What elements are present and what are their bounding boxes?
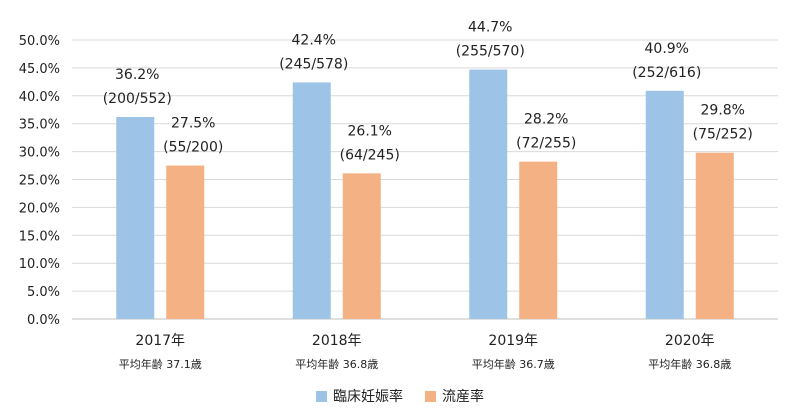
- bar-miscarriage: [695, 152, 734, 319]
- legend-item-clinical-pregnancy: 臨床妊娠率: [316, 386, 403, 406]
- data-label-clinical-pregnancy: 44.7%: [468, 20, 512, 36]
- data-label-clinical-pregnancy: 42.4%: [292, 32, 336, 48]
- y-tick-label: 30.0%: [19, 146, 60, 161]
- data-sublabel-clinical-pregnancy: (255/570): [456, 44, 525, 60]
- y-tick-label: 40.0%: [19, 90, 60, 105]
- bar-clinical-pregnancy: [292, 82, 331, 320]
- bar-miscarriage: [166, 165, 205, 319]
- data-labels: 36.2% (200/552) 27.5% (55/200) 42.4% (245/578…: [103, 20, 753, 164]
- x-sublabel-average-age: 平均年齢 36.7歳: [472, 357, 555, 371]
- bar-clinical-pregnancy: [116, 117, 155, 319]
- y-tick-label: 0.0%: [27, 313, 60, 328]
- data-label-clinical-pregnancy: 40.9%: [645, 41, 689, 57]
- data-label-miscarriage: 28.2%: [524, 112, 568, 128]
- data-sublabel-miscarriage: (64/245): [340, 147, 400, 163]
- data-sublabel-miscarriage: (55/200): [163, 140, 223, 156]
- y-tick-label: 15.0%: [19, 229, 60, 244]
- y-tick-label: 35.0%: [19, 118, 60, 133]
- data-label-miscarriage: 27.5%: [171, 116, 215, 132]
- data-sublabel-clinical-pregnancy: (200/552): [103, 91, 172, 107]
- data-label-miscarriage: 29.8%: [701, 103, 745, 119]
- x-tick-label: 2017年: [135, 333, 185, 349]
- y-tick-label: 20.0%: [19, 201, 60, 216]
- bar-chart: 0.0% 5.0% 10.0% 15.0% 20.0% 25.0% 30.0% 35.0% 40…: [19, 20, 778, 371]
- legend-label-clinical-pregnancy: 臨床妊娠率: [333, 389, 403, 405]
- x-sublabel-average-age: 平均年齢 37.1歳: [119, 357, 202, 371]
- y-tick-label: 45.0%: [19, 62, 60, 77]
- bar-clinical-pregnancy: [645, 90, 684, 319]
- y-tick-label: 10.0%: [19, 257, 60, 272]
- data-sublabel-miscarriage: (75/252): [693, 127, 753, 143]
- bar-clinical-pregnancy: [469, 69, 508, 319]
- data-sublabel-clinical-pregnancy: (252/616): [632, 65, 701, 81]
- y-tick-label: 50.0%: [19, 34, 60, 49]
- x-sublabel-average-age: 平均年齢 36.8歳: [295, 357, 378, 371]
- x-tick-label: 2019年: [488, 333, 538, 349]
- bars: [116, 69, 734, 320]
- legend-label-miscarriage: 流産率: [442, 389, 484, 405]
- legend-item-miscarriage: 流産率: [425, 386, 484, 406]
- data-sublabel-miscarriage: (72/255): [516, 136, 576, 152]
- legend-swatch-clinical-pregnancy: [316, 390, 327, 402]
- y-tick-label: 25.0%: [19, 174, 60, 189]
- x-tick-label: 2018年: [312, 333, 362, 349]
- bar-miscarriage: [342, 173, 381, 319]
- data-sublabel-clinical-pregnancy: (245/578): [279, 56, 348, 72]
- x-tick-label: 2020年: [665, 333, 715, 349]
- data-label-miscarriage: 26.1%: [348, 123, 392, 139]
- x-sublabel-average-age: 平均年齢 36.8歳: [648, 357, 731, 371]
- data-label-clinical-pregnancy: 36.2%: [115, 67, 159, 83]
- y-tick-label: 5.0%: [27, 285, 60, 300]
- y-axis: 0.0% 5.0% 10.0% 15.0% 20.0% 25.0% 30.0% 35.0% 40…: [19, 34, 60, 328]
- bar-miscarriage: [519, 161, 558, 319]
- legend: 臨床妊娠率 流産率: [0, 386, 800, 406]
- legend-swatch-miscarriage: [425, 390, 436, 402]
